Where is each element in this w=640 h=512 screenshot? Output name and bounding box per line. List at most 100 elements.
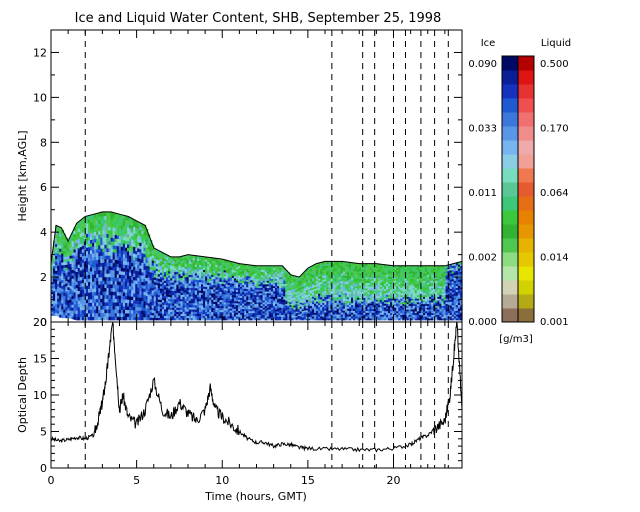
heatmap-cell <box>316 302 319 306</box>
heatmap-cell <box>190 265 194 269</box>
heatmap-cell <box>297 318 301 321</box>
heatmap-cell <box>256 303 260 306</box>
heatmap-cell <box>186 259 190 262</box>
heatmap-cell <box>293 280 297 283</box>
heatmap-cell <box>96 248 99 253</box>
heatmap-cell <box>69 279 73 284</box>
heatmap-cell <box>250 265 253 268</box>
heatmap-cell <box>283 295 286 298</box>
heatmap-cell <box>344 306 348 309</box>
heatmap-cell <box>196 255 200 259</box>
heatmap-cell <box>381 277 385 280</box>
heatmap-cell <box>143 313 147 318</box>
heatmap-cell <box>268 280 272 283</box>
heatmap-cell <box>299 297 303 300</box>
heatmap-cell <box>297 292 301 295</box>
heatmap-cell <box>164 271 167 275</box>
heatmap-cell <box>369 301 373 304</box>
heatmap-cell <box>359 282 362 285</box>
heatmap-cell <box>348 291 352 294</box>
heatmap-cell <box>205 307 208 310</box>
heatmap-cell <box>166 257 169 260</box>
heatmap-cell <box>133 256 136 261</box>
heatmap-cell <box>332 302 336 305</box>
heatmap-cell <box>133 246 136 251</box>
heatmap-cell <box>268 287 272 290</box>
heatmap-cell <box>264 299 268 303</box>
heatmap-cell <box>209 311 212 315</box>
heatmap-cell <box>75 277 79 282</box>
heatmap-cell <box>129 309 132 314</box>
heatmap-cell <box>233 266 237 269</box>
heatmap-cell <box>219 279 223 282</box>
heatmap-cell <box>178 294 182 298</box>
heatmap-cell <box>359 316 362 319</box>
heatmap-cell <box>211 266 214 269</box>
heatmap-cell <box>250 310 253 314</box>
heatmap-cell <box>186 291 190 295</box>
heatmap-cell <box>194 309 198 312</box>
heatmap-cell <box>201 267 204 270</box>
heatmap-cell <box>96 294 99 300</box>
heatmap-cell <box>190 287 194 291</box>
heatmap-cell <box>369 302 373 306</box>
heatmap-cell <box>371 269 375 272</box>
heatmap-cell <box>201 286 204 289</box>
heatmap-cell <box>211 303 214 306</box>
heatmap-cell <box>295 299 299 302</box>
heatmap-cell <box>281 298 284 301</box>
heatmap-cell <box>180 273 184 276</box>
heatmap-cell <box>164 282 167 286</box>
heatmap-cell <box>225 280 229 283</box>
heatmap-cell <box>351 306 354 309</box>
heatmap-cell <box>250 276 253 279</box>
heatmap-cell <box>59 239 62 243</box>
heatmap-cell <box>85 257 89 262</box>
heatmap-cell <box>90 235 93 240</box>
heatmap-cell <box>388 281 391 285</box>
heatmap-cell <box>176 261 180 264</box>
heatmap-cell <box>217 289 221 292</box>
heatmap-cell <box>314 297 317 301</box>
heatmap-cell <box>390 285 393 288</box>
heatmap-cell <box>118 305 122 310</box>
heatmap-cell <box>106 247 110 253</box>
heatmap-cell <box>120 277 124 282</box>
heatmap-cell <box>318 298 321 302</box>
heatmap-cell <box>287 307 290 310</box>
heatmap-cell <box>373 291 377 295</box>
heatmap-cell <box>277 276 280 280</box>
heatmap-cell <box>258 280 262 283</box>
heatmap-cell <box>203 296 206 300</box>
heatmap-cell <box>207 280 210 283</box>
heatmap-cell <box>104 255 108 260</box>
heatmap-cell <box>194 306 198 310</box>
heatmap-cell <box>83 312 87 317</box>
heatmap-cell <box>248 316 251 319</box>
heatmap-cell <box>139 268 143 272</box>
heatmap-cell <box>120 291 124 296</box>
heatmap-cell <box>192 276 196 280</box>
heatmap-cell <box>283 299 286 302</box>
heatmap-cell <box>192 268 196 271</box>
heatmap-cell <box>297 314 301 317</box>
heatmap-cell <box>314 292 317 295</box>
heatmap-cell <box>297 285 301 288</box>
heatmap-cell <box>203 273 206 277</box>
heatmap-cell <box>180 298 184 302</box>
heatmap-cell <box>151 267 155 271</box>
heatmap-cell <box>342 317 346 321</box>
heatmap-cell <box>342 313 346 317</box>
heatmap-cell <box>299 299 303 302</box>
heatmap-cell <box>85 278 89 283</box>
heatmap-cell <box>164 262 167 266</box>
heatmap-cell <box>61 311 64 316</box>
heatmap-cell <box>318 312 321 315</box>
heatmap-cell <box>373 310 377 313</box>
heatmap-cell <box>100 251 103 256</box>
heatmap-cell <box>281 282 284 285</box>
heatmap-cell <box>231 281 235 284</box>
heatmap-cell <box>153 260 157 264</box>
heatmap-cell <box>219 273 223 276</box>
heatmap-cell <box>346 283 350 286</box>
